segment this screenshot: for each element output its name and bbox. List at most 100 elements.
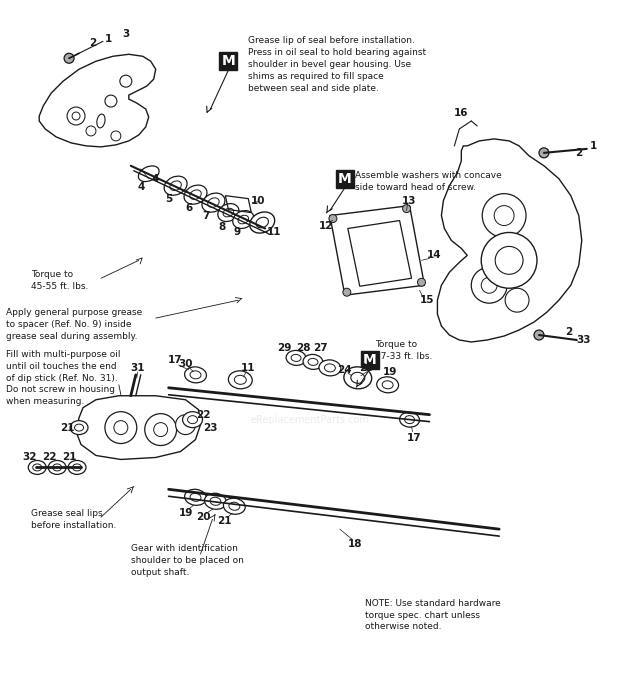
Ellipse shape: [205, 493, 226, 509]
Ellipse shape: [228, 371, 252, 389]
Text: M: M: [363, 353, 376, 367]
Text: 21: 21: [62, 452, 76, 462]
Text: 9: 9: [234, 228, 241, 237]
Text: 22: 22: [196, 409, 211, 420]
Circle shape: [329, 215, 337, 222]
Ellipse shape: [97, 114, 105, 128]
Ellipse shape: [400, 412, 420, 427]
Ellipse shape: [138, 166, 159, 182]
Text: 13: 13: [402, 196, 417, 205]
Text: 18: 18: [348, 539, 362, 549]
Text: 16: 16: [454, 108, 469, 118]
Ellipse shape: [223, 208, 234, 217]
Ellipse shape: [223, 498, 246, 514]
Text: M: M: [338, 172, 352, 186]
Ellipse shape: [202, 193, 225, 212]
Text: 8: 8: [219, 222, 226, 231]
Text: 12: 12: [319, 220, 333, 231]
Text: 15: 15: [420, 295, 435, 305]
Ellipse shape: [33, 464, 42, 471]
Ellipse shape: [190, 371, 201, 379]
Ellipse shape: [190, 493, 201, 501]
Ellipse shape: [234, 375, 246, 384]
Text: 20: 20: [196, 512, 211, 522]
Text: 19: 19: [179, 508, 193, 518]
Text: 4: 4: [151, 173, 158, 184]
Circle shape: [111, 131, 121, 141]
Circle shape: [481, 277, 497, 293]
Ellipse shape: [182, 411, 203, 428]
Text: 14: 14: [427, 250, 442, 260]
FancyBboxPatch shape: [361, 351, 379, 369]
Text: Grease lip of seal before installation.
Press in oil seal to hold bearing agains: Grease lip of seal before installation. …: [248, 36, 427, 92]
Circle shape: [495, 246, 523, 274]
Ellipse shape: [185, 367, 206, 383]
Circle shape: [471, 267, 507, 303]
Circle shape: [144, 413, 177, 445]
Ellipse shape: [208, 198, 219, 207]
Text: 32: 32: [22, 452, 37, 462]
Circle shape: [86, 126, 96, 136]
Ellipse shape: [68, 460, 86, 475]
Ellipse shape: [238, 216, 249, 224]
Ellipse shape: [382, 381, 393, 389]
Text: Torque to
45-55 ft. lbs.: Torque to 45-55 ft. lbs.: [31, 271, 89, 291]
Circle shape: [417, 278, 425, 286]
Text: 2: 2: [575, 148, 582, 158]
Circle shape: [154, 423, 167, 437]
Ellipse shape: [232, 211, 254, 228]
Text: 25: 25: [360, 363, 374, 373]
Ellipse shape: [190, 190, 202, 199]
Text: 31: 31: [131, 363, 145, 373]
Ellipse shape: [351, 373, 365, 384]
Ellipse shape: [73, 464, 81, 471]
Ellipse shape: [319, 360, 341, 376]
Text: 5: 5: [165, 194, 172, 203]
Text: 6: 6: [185, 203, 192, 213]
Text: 7: 7: [202, 211, 209, 220]
Text: 29: 29: [277, 343, 291, 353]
Text: eReplacementParts.com: eReplacementParts.com: [250, 415, 370, 424]
Text: 30: 30: [179, 359, 193, 369]
Text: 17: 17: [407, 432, 422, 443]
Text: 19: 19: [383, 367, 397, 377]
Text: 10: 10: [251, 196, 265, 205]
Ellipse shape: [377, 377, 399, 393]
Text: 1: 1: [590, 141, 597, 151]
Ellipse shape: [184, 185, 207, 204]
Text: Gear with identification
shoulder to be placed on
output shaft.: Gear with identification shoulder to be …: [131, 544, 244, 577]
FancyBboxPatch shape: [336, 170, 354, 188]
Text: 27: 27: [312, 343, 327, 353]
Text: 11: 11: [241, 363, 255, 373]
Text: 22: 22: [42, 452, 56, 462]
FancyBboxPatch shape: [219, 52, 237, 70]
Text: Apply general purpose grease
to spacer (Ref. No. 9) inside
grease seal during as: Apply general purpose grease to spacer (…: [6, 308, 143, 341]
Text: Fill with multi-purpose oil
until oil touches the end
of dip stick (Ref. No. 31): Fill with multi-purpose oil until oil to…: [6, 350, 121, 406]
Ellipse shape: [250, 212, 275, 233]
Ellipse shape: [185, 489, 206, 505]
Circle shape: [67, 107, 85, 125]
Ellipse shape: [256, 217, 268, 228]
Text: 23: 23: [203, 422, 218, 432]
Ellipse shape: [188, 415, 198, 424]
Ellipse shape: [303, 354, 323, 369]
Ellipse shape: [210, 497, 221, 505]
Text: 28: 28: [296, 343, 310, 353]
Text: 21: 21: [217, 516, 232, 526]
Circle shape: [105, 95, 117, 107]
Text: 17: 17: [168, 355, 183, 365]
Circle shape: [534, 330, 544, 340]
Circle shape: [120, 75, 132, 87]
Circle shape: [72, 112, 80, 120]
Circle shape: [64, 53, 74, 63]
Text: NOTE: Use standard hardware
torque spec. chart unless
otherwise noted.: NOTE: Use standard hardware torque spec.…: [365, 599, 500, 632]
Text: 2: 2: [565, 327, 572, 337]
Ellipse shape: [164, 176, 187, 195]
Text: 24: 24: [337, 365, 352, 375]
Ellipse shape: [308, 358, 318, 365]
Circle shape: [505, 288, 529, 312]
Text: 11: 11: [267, 228, 281, 237]
Text: M: M: [221, 54, 235, 68]
Circle shape: [114, 421, 128, 435]
Circle shape: [539, 148, 549, 158]
